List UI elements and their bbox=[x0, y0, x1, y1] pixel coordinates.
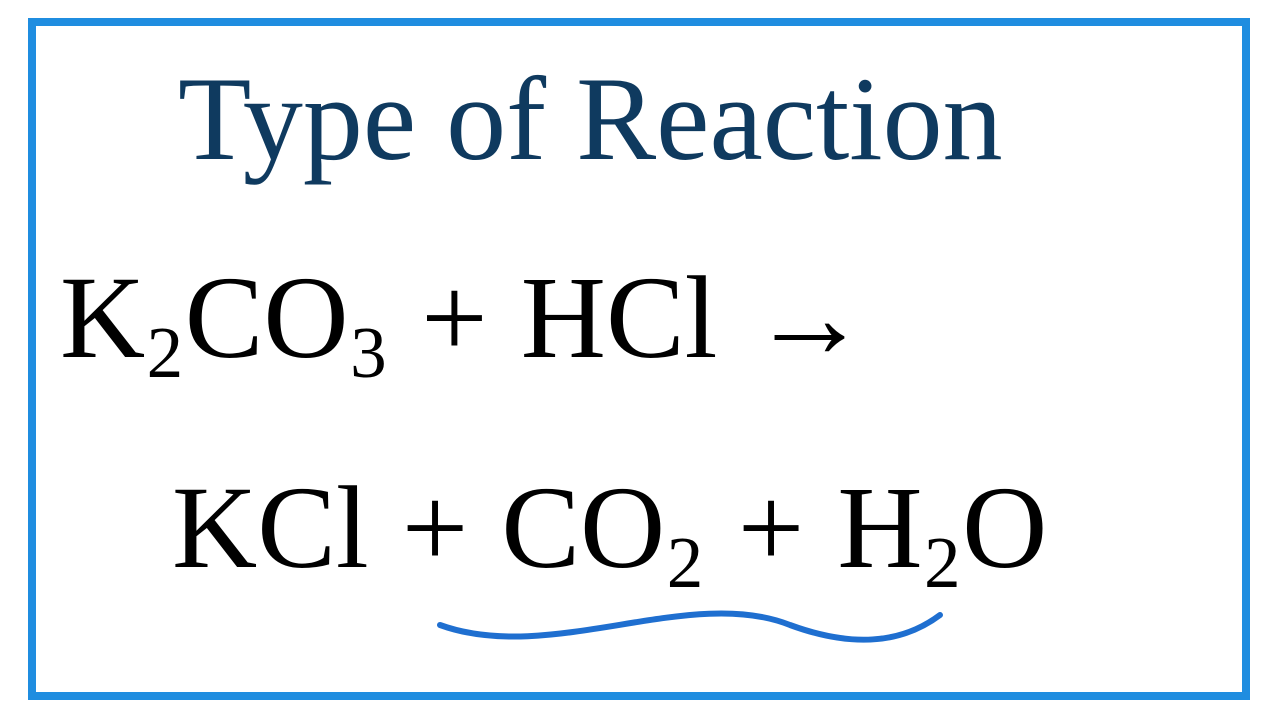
species-term: CO2 bbox=[501, 460, 704, 596]
reaction-arrow: → bbox=[750, 250, 868, 386]
plus-operator: + bbox=[738, 460, 805, 596]
plus-operator: + bbox=[421, 250, 488, 386]
element-symbol: CO bbox=[501, 460, 665, 596]
element-symbol: KCl bbox=[172, 460, 369, 596]
title-text: Type of Reaction bbox=[178, 50, 1003, 188]
subscript: 2 bbox=[667, 521, 704, 605]
subscript: 3 bbox=[350, 311, 387, 395]
element-symbol: H bbox=[837, 460, 922, 596]
subscript: 2 bbox=[924, 521, 961, 605]
equation-line-2: KCl+CO2+H2O bbox=[172, 460, 1047, 596]
element-symbol: O bbox=[962, 460, 1047, 596]
equation-line-1: K2CO3+HCl→ bbox=[60, 250, 868, 386]
hand-underline bbox=[430, 595, 950, 665]
species-term: HCl bbox=[521, 250, 718, 386]
subscript: 2 bbox=[147, 311, 184, 395]
species-term: K2CO3 bbox=[60, 250, 388, 386]
element-symbol: K bbox=[60, 250, 145, 386]
species-term: KCl bbox=[172, 460, 369, 596]
plus-operator: + bbox=[402, 460, 469, 596]
element-symbol: HCl bbox=[521, 250, 718, 386]
element-symbol: CO bbox=[185, 250, 349, 386]
species-term: H2O bbox=[837, 460, 1047, 596]
